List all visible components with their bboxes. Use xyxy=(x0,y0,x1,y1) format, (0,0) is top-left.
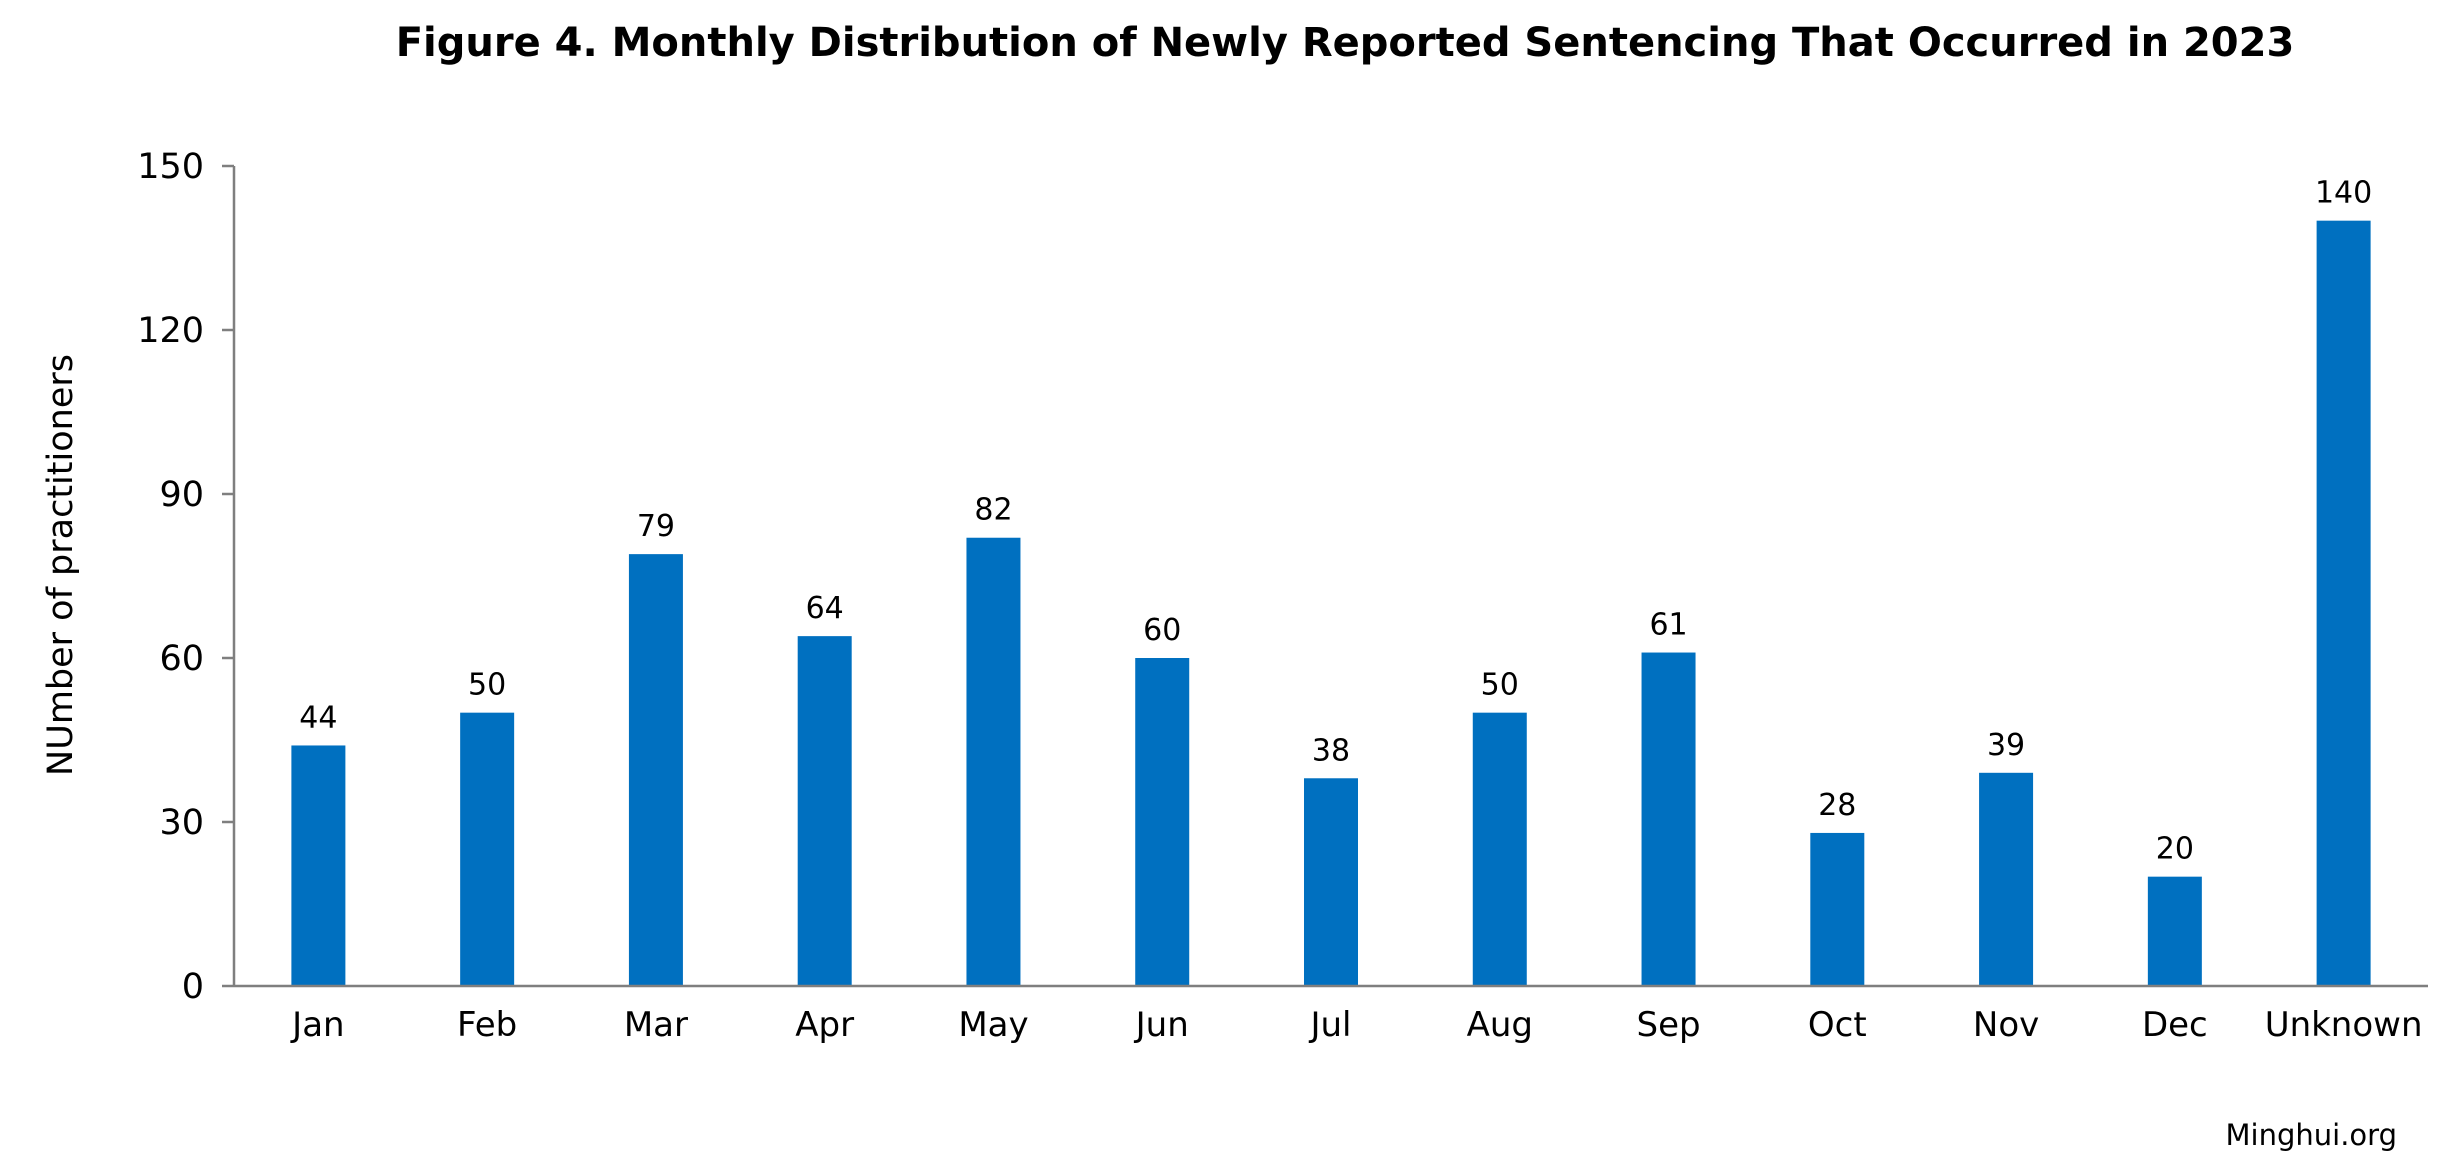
y-axis-label: NUmber of practitioners xyxy=(41,354,81,776)
x-tick-label-oct: Oct xyxy=(1808,1005,1867,1045)
x-tick-label-may: May xyxy=(958,1005,1028,1045)
chart-title: Figure 4. Monthly Distribution of Newly … xyxy=(396,20,2295,66)
data-label-dec: 20 xyxy=(2156,832,2194,867)
y-tick-label: 0 xyxy=(182,967,204,1007)
bar-sep xyxy=(1641,652,1696,986)
data-label-unknown: 140 xyxy=(2315,176,2372,211)
bar-feb xyxy=(460,712,515,986)
data-label-oct: 28 xyxy=(1818,788,1856,823)
bar-dec xyxy=(2147,876,2202,986)
data-label-jun: 60 xyxy=(1143,613,1181,648)
x-tick-label-mar: Mar xyxy=(624,1005,688,1045)
data-label-sep: 61 xyxy=(1649,608,1687,643)
y-tick-label: 90 xyxy=(159,475,204,515)
data-label-nov: 39 xyxy=(1987,728,2025,763)
y-tick-label: 120 xyxy=(137,311,204,351)
bar-series xyxy=(291,220,2371,986)
data-label-mar: 79 xyxy=(637,509,675,544)
bar-aug xyxy=(1472,712,1527,986)
data-label-jan: 44 xyxy=(299,700,337,735)
x-tick-label-aug: Aug xyxy=(1467,1005,1533,1045)
x-tick-label-apr: Apr xyxy=(795,1005,854,1045)
x-tick-label-jan: Jan xyxy=(290,1005,344,1045)
source-label: Minghui.org xyxy=(2226,1118,2397,1152)
bar-jul xyxy=(1304,778,1358,986)
y-tick-label: 150 xyxy=(137,147,204,187)
bar-oct xyxy=(1810,832,1865,986)
bar-may xyxy=(966,537,1021,986)
x-axis-tick-labels: Jan Feb Mar Apr May Jun Jul Aug Sep Oct Nov Dec Unkn… xyxy=(290,1005,2422,1045)
bar-unknown xyxy=(2316,220,2371,986)
data-label-apr: 64 xyxy=(806,591,844,626)
y-tick-label: 30 xyxy=(159,803,204,843)
x-tick-label-jul: Jul xyxy=(1308,1005,1351,1045)
bar-nov xyxy=(1979,772,2034,986)
x-tick-label-unknown: Unknown xyxy=(2265,1005,2423,1045)
bar-jun xyxy=(1135,658,1190,986)
bar-apr xyxy=(797,636,852,986)
data-label-aug: 50 xyxy=(1481,668,1519,703)
bar-jan xyxy=(291,745,346,986)
x-tick-label-feb: Feb xyxy=(457,1005,517,1045)
x-tick-label-nov: Nov xyxy=(1973,1005,2039,1045)
data-label-feb: 50 xyxy=(468,668,506,703)
y-axis-ticks: 0 30 60 90 120 150 xyxy=(137,147,234,1007)
x-tick-label-jun: Jun xyxy=(1134,1005,1189,1045)
data-label-may: 82 xyxy=(974,493,1012,528)
y-tick-label: 60 xyxy=(159,639,204,679)
x-tick-label-dec: Dec xyxy=(2142,1005,2208,1045)
data-label-jul: 38 xyxy=(1312,733,1350,768)
x-tick-label-sep: Sep xyxy=(1636,1005,1700,1045)
data-labels: 44 50 79 64 82 60 38 50 61 28 39 20 140 xyxy=(299,176,2372,867)
bar-mar xyxy=(628,554,683,986)
